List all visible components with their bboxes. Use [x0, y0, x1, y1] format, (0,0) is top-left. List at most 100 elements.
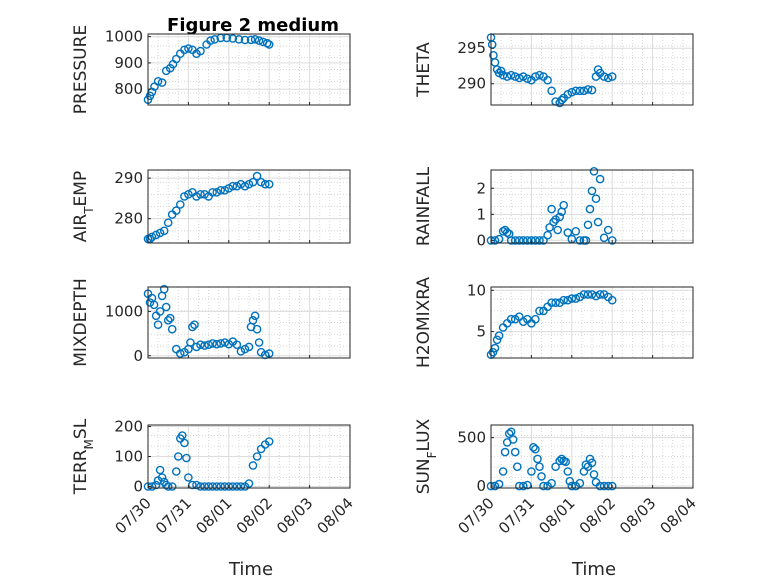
data-point: [571, 226, 581, 236]
data-point: [587, 290, 597, 299]
data-point: [224, 482, 234, 491]
data-point: [246, 35, 256, 45]
data-point: [513, 462, 522, 472]
data-point: [567, 481, 577, 491]
x-tick-label: 07/31: [152, 494, 195, 537]
data-point: [506, 236, 516, 245]
data-point: [220, 185, 230, 195]
y-tick-label: 2: [476, 179, 486, 197]
data-point: [192, 480, 201, 490]
data-point: [208, 187, 217, 197]
data-point: [159, 226, 169, 236]
data-point: [236, 482, 246, 491]
data-point: [599, 481, 609, 491]
data-point: [232, 181, 242, 191]
data-point: [539, 236, 548, 245]
data-point: [575, 478, 585, 488]
x-axis-label-right: Time: [571, 559, 616, 580]
data-point: [208, 339, 217, 348]
data-point: [508, 435, 518, 444]
data-point: [519, 481, 528, 491]
y-tick-label: 900: [114, 54, 143, 72]
data-point: [490, 58, 500, 67]
y-tick-label: 280: [114, 210, 143, 228]
data-point: [543, 302, 552, 312]
y-axis-label-main: AIR: [71, 214, 91, 243]
data-point: [159, 284, 169, 294]
data-point: [182, 453, 191, 463]
data-point: [262, 38, 272, 48]
data-point: [607, 236, 617, 245]
data-point: [248, 461, 258, 470]
data-point: [196, 189, 205, 199]
y-tick-label: 1000: [105, 302, 143, 320]
y-tick-label: 0: [133, 347, 143, 365]
data-point: [220, 338, 230, 347]
x-tick-label: 08/04: [314, 494, 357, 537]
y-axis-label-main: H2OMIXRA: [414, 277, 434, 368]
data-point: [502, 228, 512, 237]
data-point: [599, 233, 609, 243]
data-point: [161, 302, 171, 312]
y-tick-label: 290: [457, 75, 486, 93]
subplot-6: 5 10 H2OMIXRA: [414, 277, 694, 368]
data-point: [551, 298, 560, 308]
data-point: [163, 218, 173, 227]
x-tick-label: 08/01: [535, 494, 578, 537]
y-tick-label: 0: [476, 231, 486, 249]
data-point: [539, 481, 548, 491]
data-point: [551, 462, 560, 472]
y-axis-label: SUNFLUX: [414, 418, 439, 494]
x-axis-label-left: Time: [228, 559, 273, 580]
data-point: [151, 480, 161, 490]
data-point: [543, 230, 552, 240]
data-point: [196, 340, 205, 350]
data-point: [527, 236, 536, 245]
data-point: [583, 85, 593, 94]
x-tick-label: 07/30: [455, 494, 498, 537]
data-point: [506, 314, 516, 324]
data-point: [260, 179, 270, 189]
data-point: [607, 72, 617, 81]
data-point: [535, 462, 544, 472]
data-point: [561, 457, 571, 467]
axes-box: [490, 169, 694, 244]
data-point: [171, 206, 181, 215]
y-tick-label: 5: [476, 323, 486, 341]
data-point: [515, 481, 524, 491]
data-point: [531, 444, 540, 454]
data-point: [527, 467, 536, 476]
data-point: [250, 35, 260, 44]
data-point: [535, 306, 544, 316]
data-point: [163, 482, 173, 491]
data-point: [216, 185, 225, 195]
data-point: [264, 179, 274, 189]
data-point: [498, 70, 508, 80]
data-point: [533, 454, 542, 464]
data-point: [212, 339, 221, 349]
x-tick-label: 08/04: [657, 494, 700, 537]
y-axis-label-tail: LUX: [414, 418, 434, 451]
data-point: [547, 204, 556, 214]
data-point: [196, 482, 205, 491]
x-tick-label: 07/31: [495, 494, 538, 537]
y-axis-label-main: TERR: [71, 449, 91, 495]
y-axis-label-tail: SL: [71, 418, 91, 439]
data-point: [543, 75, 552, 85]
data-point: [523, 74, 532, 83]
data-point: [607, 295, 617, 305]
y-tick-label: 800: [114, 80, 143, 98]
data-point: [151, 230, 161, 240]
data-point: [555, 212, 565, 222]
data-point: [180, 438, 189, 448]
y-axis-label-subscript: M: [82, 439, 96, 449]
data-point: [165, 313, 175, 323]
data-point: [204, 340, 213, 350]
data-point: [161, 480, 171, 490]
data-point: [228, 34, 238, 43]
data-point: [155, 307, 165, 316]
data-point: [498, 467, 508, 476]
data-point: [593, 217, 603, 227]
data-point: [208, 482, 217, 491]
